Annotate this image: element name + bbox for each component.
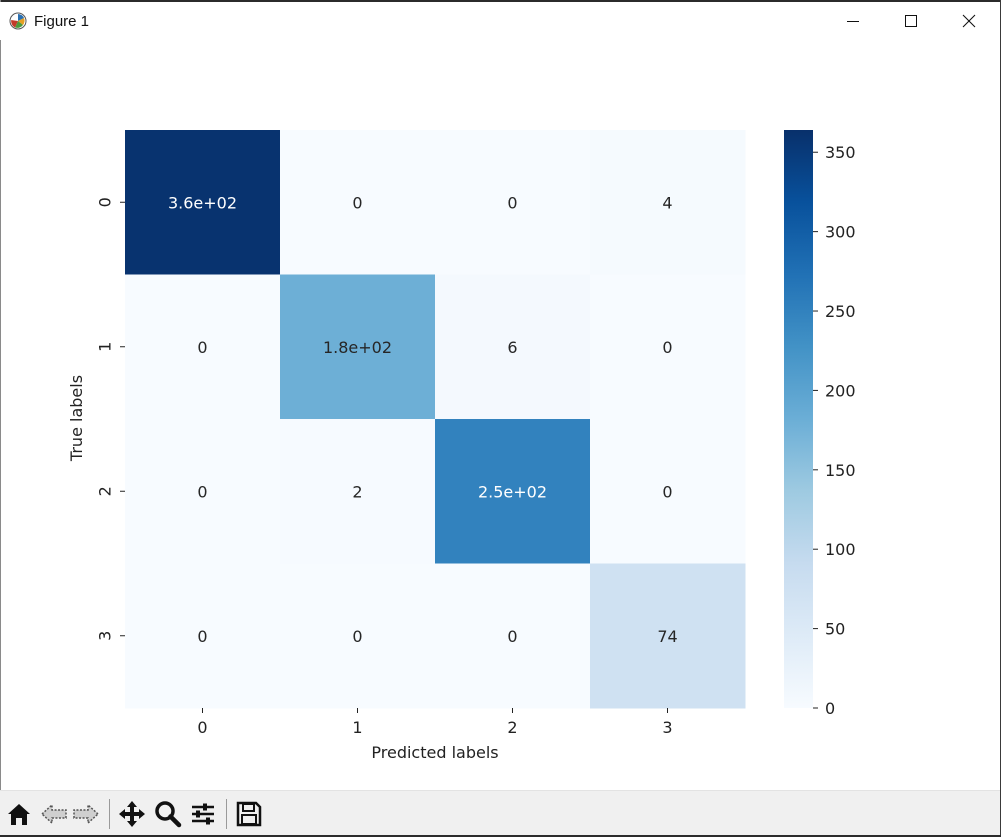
- y-tick-label: 1: [96, 342, 115, 352]
- x-tick-label: 1: [352, 718, 362, 737]
- colorbar-tick-label: 0: [825, 699, 835, 718]
- navigation-toolbar: [0, 790, 1000, 836]
- heatmap-cell: [590, 563, 746, 709]
- pan-icon: [119, 801, 145, 827]
- cell-annotation: 0: [662, 482, 672, 501]
- minimize-button[interactable]: [824, 2, 882, 40]
- configure-subplots-button[interactable]: [187, 798, 219, 830]
- colorbar: [784, 130, 813, 708]
- colorbar-tick-label: 50: [825, 620, 845, 639]
- colorbar-tick-label: 200: [825, 381, 856, 400]
- pan-button[interactable]: [116, 798, 148, 830]
- colorbar-ticks: 0 50 100 150 200 250 300 350: [813, 143, 856, 718]
- save-button[interactable]: [233, 798, 265, 830]
- maximize-button[interactable]: [882, 2, 940, 40]
- heatmap-cell: [590, 274, 746, 420]
- y-axis: 0 1 2 3: [96, 197, 125, 641]
- zoom-icon: [155, 801, 182, 828]
- title-bar[interactable]: Figure 1: [0, 2, 1000, 40]
- heatmap-cell: [435, 130, 591, 275]
- window-title: Figure 1: [34, 13, 90, 30]
- heatmap-cell: [435, 563, 591, 709]
- heatmap-cell: [125, 419, 281, 564]
- heatmap-cell: [125, 563, 281, 709]
- cell-annotation: 2: [352, 482, 362, 501]
- window-top-border: [0, 0, 1001, 2]
- matplotlib-app-icon: [9, 12, 27, 30]
- cell-annotation: 0: [197, 627, 207, 646]
- save-icon: [236, 801, 262, 827]
- home-icon: [8, 804, 30, 825]
- cell-annotation: 0: [197, 482, 207, 501]
- zoom-button[interactable]: [152, 798, 184, 830]
- home-button[interactable]: [3, 798, 35, 830]
- x-tick-label: 3: [662, 718, 672, 737]
- x-tick-label: 2: [507, 718, 517, 737]
- heatmap-cell: [280, 274, 436, 420]
- configure-subplots-icon: [192, 803, 214, 825]
- colorbar-tick-label: 100: [825, 540, 856, 559]
- heatmap-cell: [280, 419, 436, 564]
- x-axis: 0 1 2 3: [197, 708, 673, 737]
- y-tick-label: 2: [96, 486, 115, 496]
- heatmap-cell: [280, 563, 436, 709]
- x-axis-label: Predicted labels: [371, 743, 498, 762]
- heatmap: [125, 130, 746, 709]
- toolbar-separator: [226, 799, 227, 829]
- heatmap-cell: [280, 130, 436, 275]
- heatmap-cell: [435, 274, 591, 420]
- cell-annotation: 0: [507, 193, 517, 212]
- cell-annotation: 74: [657, 627, 677, 646]
- heatmap-cell: [435, 419, 591, 564]
- back-icon: [40, 803, 67, 825]
- colorbar-tick-label: 300: [825, 223, 856, 242]
- cell-annotation: 0: [352, 193, 362, 212]
- minimize-icon: [847, 21, 859, 22]
- y-tick-label: 0: [96, 197, 115, 207]
- colorbar-tick-label: 150: [825, 461, 856, 480]
- back-button[interactable]: [38, 798, 70, 830]
- cell-annotation: 0: [352, 627, 362, 646]
- cell-annotation: 6: [507, 338, 517, 357]
- cell-annotation: 4: [662, 193, 672, 212]
- window-bottom-border: [0, 835, 1001, 837]
- y-axis-label: True labels: [67, 375, 86, 462]
- toolbar-separator: [109, 799, 110, 829]
- x-tick-label: 0: [197, 718, 207, 737]
- heatmap-cell: [590, 419, 746, 564]
- heatmap-cell: [125, 130, 281, 275]
- forward-button[interactable]: [70, 798, 102, 830]
- close-icon: [962, 14, 976, 28]
- cell-annotation: 0: [197, 338, 207, 357]
- cell-annotation: 0: [507, 627, 517, 646]
- maximize-icon: [905, 15, 917, 27]
- cell-annotation: 2.5e+02: [478, 482, 547, 501]
- cell-annotation: 1.8e+02: [323, 338, 392, 357]
- cell-annotation: 0: [662, 338, 672, 357]
- window-left-border: [0, 0, 1, 837]
- y-tick-label: 3: [96, 631, 115, 641]
- cell-annotation: 3.6e+02: [168, 193, 237, 212]
- heatmap-cell: [125, 274, 281, 420]
- colorbar-tick-label: 250: [825, 302, 856, 321]
- close-button[interactable]: [940, 2, 998, 40]
- forward-icon: [73, 803, 100, 825]
- cell-annotations: 3.6e+02 0 0 4 0 1.8e+02 6 0 0 2 2.5e+02 0 0 0 0 74: [168, 193, 678, 646]
- colorbar-tick-label: 350: [825, 143, 856, 162]
- heatmap-cell: [590, 130, 746, 275]
